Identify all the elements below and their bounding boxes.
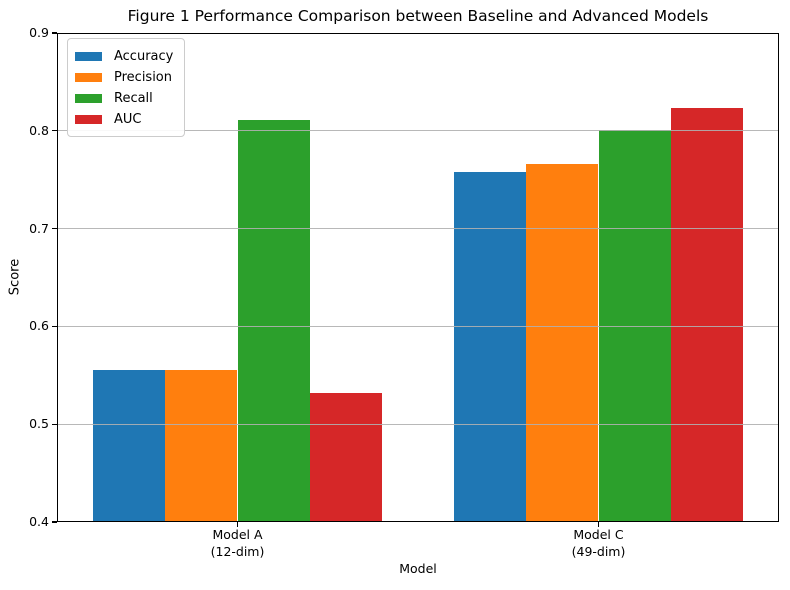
legend-label-recall: Recall [114,91,153,106]
legend-swatch-accuracy-icon [75,52,102,61]
legend-label-auc: AUC [114,112,142,127]
bar-auc-model-c [670,108,743,522]
gridline-0.5 [57,423,779,425]
legend-item-precision: Precision [75,67,175,88]
bar-precision-model-a [165,370,238,522]
bar-auc-model-a [309,392,382,522]
y-tick-label-0.6: 0.6 [29,318,49,334]
x-tick-mark-model-c [597,522,600,527]
y-tick-mark-0.8 [52,130,57,132]
y-tick-label-0.7: 0.7 [29,220,49,236]
y-tick-label-0.8: 0.8 [29,122,49,138]
y-tick-mark-0.4 [52,521,57,523]
y-tick-label-0.9: 0.9 [29,25,49,40]
legend-label-precision: Precision [114,70,173,85]
y-tick-label-0.5: 0.5 [29,416,49,432]
y-tick-mark-0.5 [52,423,57,425]
x-tick-label-line: Model A [212,527,263,542]
legend-item-auc: AUC [75,109,175,130]
x-axis-label: Model [399,561,437,576]
bar-recall-model-a [237,120,310,522]
legend-swatch-recall-icon [75,94,102,103]
y-tick-label-0.4: 0.4 [29,514,49,529]
gridline-0.6 [57,325,779,327]
legend-item-recall: Recall [75,88,175,109]
x-tick-label-model-a: Model A (12-dim) [158,527,318,560]
y-tick-mark-0.7 [52,228,57,230]
bar-accuracy-model-a [93,370,166,522]
x-tick-mark-model-a [236,522,239,527]
x-tick-label-model-c: Model C (49-dim) [519,527,679,560]
x-tick-label-line: (49-dim) [571,543,626,559]
legend: Accuracy Precision Recall AUC [67,38,185,137]
legend-item-accuracy: Accuracy [75,46,175,67]
bar-accuracy-model-c [454,171,527,522]
gridline-0.8 [57,130,779,132]
legend-swatch-precision-icon [75,73,102,82]
y-axis-label: Score [7,258,23,296]
x-tick-label-line: (12-dim) [210,543,265,559]
legend-swatch-auc-icon [75,115,102,124]
chart-title: Figure 1 Performance Comparison between … [127,7,709,25]
gridline-0.7 [57,228,779,230]
y-tick-mark-0.6 [52,325,57,327]
legend-label-accuracy: Accuracy [114,49,174,64]
bar-precision-model-c [526,164,599,522]
x-tick-label-line: Model C [573,527,624,542]
y-tick-mark-0.9 [52,32,57,34]
